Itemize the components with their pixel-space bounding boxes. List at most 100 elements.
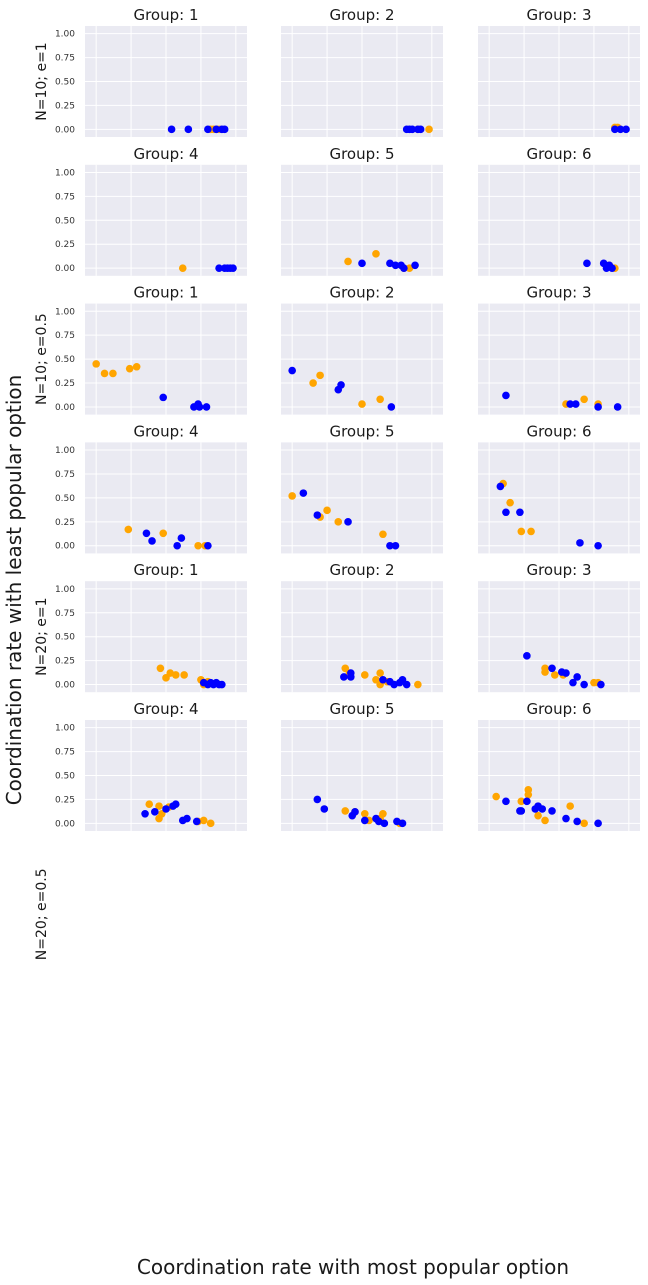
y-tick-label: 1.00 bbox=[55, 30, 75, 40]
point-blue bbox=[562, 814, 570, 823]
y-tick-label: 0.00 bbox=[55, 125, 75, 135]
point-orange bbox=[92, 360, 100, 368]
point-blue bbox=[391, 261, 400, 270]
point-orange bbox=[517, 527, 526, 536]
point-blue bbox=[184, 125, 193, 134]
point-blue bbox=[517, 807, 526, 815]
point-blue bbox=[167, 125, 176, 134]
point-orange bbox=[199, 816, 208, 825]
point-blue bbox=[142, 529, 151, 538]
row-labels: N=10; e=1 N=10; e=0.5 N=20; e=1 N=20; e=0.5 bbox=[34, 42, 50, 960]
point-blue bbox=[573, 817, 581, 826]
point-blue bbox=[386, 541, 394, 550]
y-tick-label: 0.50 bbox=[55, 633, 75, 643]
point-orange bbox=[360, 809, 369, 818]
point-blue bbox=[613, 403, 622, 411]
panel-title: Group: 3 bbox=[526, 561, 591, 579]
y-tick-label: 0.75 bbox=[55, 54, 75, 64]
point-orange bbox=[405, 264, 414, 272]
y-tick-label: 0.00 bbox=[55, 264, 75, 274]
point-blue bbox=[502, 391, 510, 400]
y-tick-label: 0.25 bbox=[55, 379, 75, 389]
point-orange bbox=[376, 395, 384, 404]
panel: Group: 4 0.00 0.25 0.50 0.75 1.00 bbox=[55, 422, 247, 554]
point-blue bbox=[171, 800, 180, 809]
point-blue bbox=[351, 808, 359, 816]
y-tick-label: 0.25 bbox=[55, 518, 75, 528]
point-orange bbox=[100, 369, 109, 378]
point-blue bbox=[580, 680, 588, 689]
panel-title: Group: 1 bbox=[133, 6, 198, 24]
panel: Group: 5 bbox=[281, 422, 443, 554]
point-orange bbox=[323, 506, 331, 515]
y-tick-label: 0.75 bbox=[55, 192, 75, 202]
point-blue bbox=[569, 678, 577, 687]
y-tick-label: 0.50 bbox=[55, 78, 75, 88]
y-tick-label: 0.25 bbox=[55, 101, 75, 111]
panel-title: Group: 6 bbox=[526, 422, 591, 440]
point-blue bbox=[177, 534, 186, 542]
point-blue bbox=[576, 539, 584, 547]
point-blue bbox=[195, 403, 204, 411]
point-blue bbox=[583, 259, 591, 268]
point-blue bbox=[502, 797, 510, 806]
point-blue bbox=[411, 261, 419, 270]
point-blue bbox=[594, 819, 602, 828]
point-orange bbox=[124, 525, 133, 534]
point-blue bbox=[523, 652, 531, 660]
point-orange bbox=[194, 541, 202, 550]
panel: Group: 4 0.00 0.25 0.50 0.75 1.00 bbox=[55, 700, 247, 831]
point-blue bbox=[538, 805, 547, 813]
point-orange bbox=[541, 668, 549, 676]
point-orange bbox=[155, 802, 163, 810]
point-orange bbox=[316, 371, 324, 380]
panel-title: Group: 4 bbox=[133, 145, 198, 163]
y-tick-label: 0.50 bbox=[55, 216, 75, 226]
point-orange bbox=[180, 671, 188, 679]
panel: Group: 5 bbox=[281, 700, 443, 831]
point-blue bbox=[622, 125, 630, 134]
point-blue bbox=[347, 669, 355, 677]
point-orange bbox=[125, 364, 134, 373]
point-blue bbox=[608, 264, 616, 272]
y-tick-label: 0.50 bbox=[55, 355, 75, 365]
point-blue bbox=[562, 669, 570, 677]
point-blue bbox=[204, 541, 212, 550]
y-tick-label: 0.50 bbox=[55, 494, 75, 504]
point-orange bbox=[360, 671, 369, 679]
y-tick-label: 1.00 bbox=[55, 307, 75, 317]
point-blue bbox=[215, 264, 223, 272]
panel: Group: 6 bbox=[478, 700, 640, 831]
point-blue bbox=[141, 809, 149, 818]
y-tick-label: 1.00 bbox=[55, 446, 75, 456]
point-blue bbox=[597, 680, 605, 689]
row-label: N=10; e=0.5 bbox=[34, 313, 50, 405]
point-blue bbox=[379, 675, 387, 684]
point-blue bbox=[387, 403, 396, 411]
point-blue bbox=[204, 125, 212, 134]
y-tick-label: 0.25 bbox=[55, 240, 75, 250]
panel: Group: 2 bbox=[281, 284, 443, 415]
point-orange bbox=[379, 530, 387, 539]
point-orange bbox=[524, 790, 533, 799]
point-orange bbox=[206, 819, 215, 828]
point-blue bbox=[548, 807, 556, 815]
point-blue bbox=[173, 541, 181, 550]
y-tick-label: 0.00 bbox=[55, 542, 75, 552]
y-tick-label: 0.25 bbox=[55, 795, 75, 805]
point-blue bbox=[516, 508, 524, 517]
point-blue bbox=[288, 366, 296, 375]
point-blue bbox=[398, 819, 407, 828]
panel-title: Group: 4 bbox=[133, 700, 198, 718]
panel-title: Group: 2 bbox=[329, 6, 394, 24]
panel: Group: 6 bbox=[478, 145, 640, 276]
point-blue bbox=[192, 817, 201, 826]
point-orange bbox=[156, 664, 165, 673]
y-tick-label: 1.00 bbox=[55, 724, 75, 734]
point-blue bbox=[229, 264, 237, 272]
point-orange bbox=[341, 807, 350, 815]
point-orange bbox=[334, 518, 343, 526]
point-orange bbox=[492, 792, 500, 801]
y-tick-label: 0.00 bbox=[55, 403, 75, 413]
